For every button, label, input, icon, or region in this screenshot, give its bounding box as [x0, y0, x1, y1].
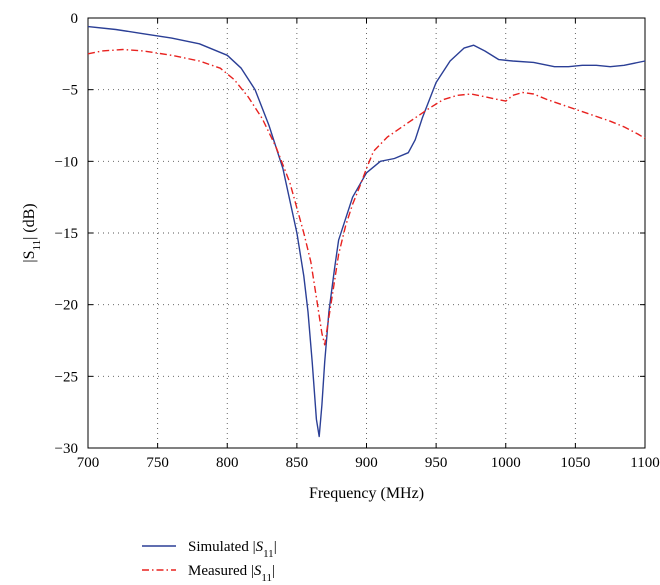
y-tick-label: −10 [55, 154, 78, 170]
x-tick-label: 750 [146, 455, 169, 471]
legend: Simulated |S11| Measured |S11| [142, 539, 277, 584]
y-tick-label: −15 [55, 226, 78, 242]
grid [88, 18, 645, 448]
x-tick-label: 900 [355, 455, 378, 471]
x-tick-label: 1000 [491, 455, 521, 471]
y-axis-label-post: | (dB) [21, 203, 38, 240]
y-tick-label: 0 [71, 11, 79, 27]
x-tick-label: 850 [286, 455, 309, 471]
x-tick-label: 950 [425, 455, 448, 471]
series-line-measured [87, 48, 646, 346]
legend-label-simulated: Simulated |S11| [188, 539, 277, 560]
y-tick-label: −25 [55, 369, 78, 385]
y-tick-label: −5 [62, 83, 78, 99]
x-tick-label: 800 [216, 455, 239, 471]
y-tick-label: −20 [55, 298, 78, 314]
series-line-simulated [87, 25, 646, 438]
y-axis-label-sub: 11 [31, 240, 43, 251]
x-tick-label: 1100 [630, 455, 659, 471]
legend-label-measured: Measured |S11| [188, 563, 275, 584]
x-tick-label: 700 [77, 455, 100, 471]
series-lines [87, 25, 646, 438]
x-axis-label: Frequency (MHz) [309, 485, 424, 502]
x-tick-label: 1050 [560, 455, 590, 471]
y-axis-label-pre: |S [21, 251, 38, 263]
y-axis-label: |S11| (dB) [21, 203, 43, 262]
axis-ticks: 700 750 800 850 900 950 1000 1050 1100 0 −5 −10 −15 −… [55, 11, 660, 471]
y-tick-label: −30 [55, 441, 78, 457]
